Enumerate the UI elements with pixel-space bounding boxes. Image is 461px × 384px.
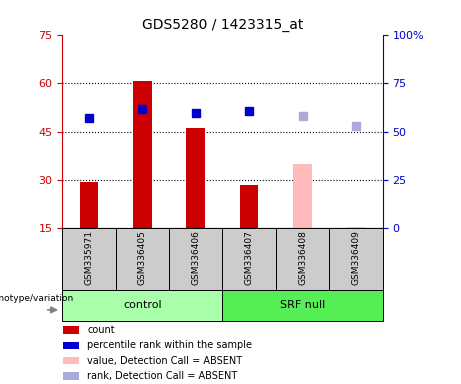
Bar (186, 128, 205, 228)
Text: GSM336405: GSM336405 (138, 230, 147, 285)
Text: GSM336408: GSM336408 (298, 230, 307, 285)
Text: percentile rank within the sample: percentile rank within the sample (87, 340, 252, 350)
FancyBboxPatch shape (223, 228, 276, 290)
Bar (63, 357, 79, 364)
Text: GSM336407: GSM336407 (245, 230, 254, 285)
Text: genotype/variation: genotype/variation (0, 294, 74, 303)
FancyBboxPatch shape (169, 228, 223, 290)
Bar (347, 227, 365, 228)
Text: control: control (123, 300, 162, 310)
FancyBboxPatch shape (223, 290, 383, 321)
Text: GSM336406: GSM336406 (191, 230, 200, 285)
Bar (63, 372, 79, 380)
Text: GSM335971: GSM335971 (84, 230, 94, 285)
FancyBboxPatch shape (276, 228, 329, 290)
Title: GDS5280 / 1423315_at: GDS5280 / 1423315_at (142, 18, 303, 32)
Bar (293, 164, 312, 228)
FancyBboxPatch shape (329, 228, 383, 290)
Bar (240, 185, 259, 228)
Text: SRF null: SRF null (280, 300, 325, 310)
Bar (63, 342, 79, 349)
Bar (63, 326, 79, 334)
Bar (133, 81, 152, 228)
Text: count: count (87, 325, 115, 335)
Text: rank, Detection Call = ABSENT: rank, Detection Call = ABSENT (87, 371, 237, 381)
FancyBboxPatch shape (62, 290, 223, 321)
Text: GSM336409: GSM336409 (351, 230, 361, 285)
Bar (80, 182, 98, 228)
FancyBboxPatch shape (62, 228, 116, 290)
Text: value, Detection Call = ABSENT: value, Detection Call = ABSENT (87, 356, 242, 366)
FancyBboxPatch shape (116, 228, 169, 290)
